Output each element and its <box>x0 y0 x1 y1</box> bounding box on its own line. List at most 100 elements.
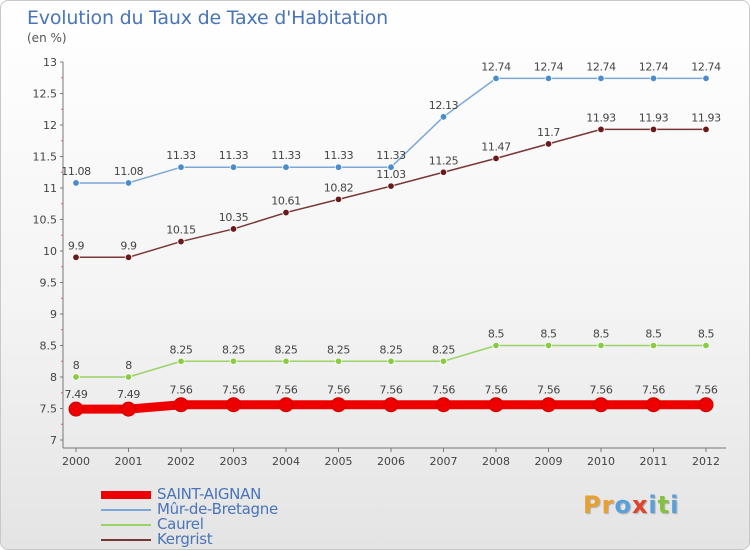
data-point <box>439 113 448 121</box>
proxiti-logo: Proxiti <box>583 491 679 519</box>
data-label: 7.56 <box>537 384 560 397</box>
data-label: 7.56 <box>695 384 718 397</box>
data-point <box>439 168 448 176</box>
data-label: 8.5 <box>540 328 557 341</box>
data-point <box>229 225 238 233</box>
y-tick-label: 8 <box>50 371 57 384</box>
data-point <box>488 397 504 413</box>
y-tick-label: 8.5 <box>40 340 58 353</box>
data-label: 9.9 <box>68 239 85 252</box>
data-point <box>492 74 500 83</box>
y-tick-label: 11.5 <box>33 151 58 164</box>
data-label: 7.56 <box>275 384 298 397</box>
data-point <box>177 237 185 246</box>
x-tick-label: 2007 <box>430 455 458 468</box>
data-label: 12.74 <box>534 60 564 73</box>
legend-label: Caurel <box>157 515 204 533</box>
data-label: 8.25 <box>275 343 298 356</box>
data-point <box>124 373 133 381</box>
data-label: 10.61 <box>271 195 301 208</box>
legend-item: Kergrist <box>101 532 278 547</box>
data-label: 12.74 <box>691 60 721 73</box>
data-label: 11.08 <box>61 165 91 178</box>
legend-item: Caurel <box>101 517 278 532</box>
data-point <box>173 397 189 413</box>
data-label: 7.56 <box>590 384 613 397</box>
data-point <box>121 401 136 417</box>
data-point <box>334 357 343 365</box>
data-label: 10.82 <box>324 181 354 194</box>
data-point <box>72 373 80 381</box>
y-tick-label: 10 <box>43 245 57 258</box>
data-point <box>68 401 84 417</box>
data-label: 8.5 <box>698 328 715 341</box>
legend-swatch <box>101 490 151 499</box>
data-point <box>331 397 346 413</box>
data-label: 7.56 <box>170 384 193 397</box>
data-point <box>383 397 399 413</box>
data-point <box>597 125 605 134</box>
data-point <box>649 341 658 350</box>
x-tick-label: 2004 <box>272 455 300 468</box>
data-label: 11.08 <box>114 165 144 178</box>
y-tick-label: 7 <box>50 434 57 447</box>
data-label: 7.56 <box>485 384 508 397</box>
data-point <box>387 357 395 365</box>
y-tick-label: 12 <box>43 119 57 132</box>
x-tick-label: 2011 <box>640 455 668 468</box>
x-tick-label: 2005 <box>325 455 353 468</box>
data-label: 11.47 <box>481 140 511 153</box>
y-tick-label: 13 <box>43 56 57 69</box>
data-point <box>593 397 609 413</box>
y-axis-unit: (en %) <box>27 31 67 45</box>
y-tick-label: 9 <box>50 308 57 321</box>
x-tick-label: 2008 <box>482 455 510 468</box>
data-point <box>544 341 553 350</box>
data-point <box>597 341 605 350</box>
data-point <box>334 163 343 171</box>
legend-label: Kergrist <box>157 530 213 548</box>
y-tick-label: 10.5 <box>33 214 58 227</box>
data-label: 7.56 <box>222 384 245 397</box>
chart-title: Evolution du Taux de Taxe d'Habitation <box>27 7 388 29</box>
legend-item: SAINT-AIGNAN <box>101 487 278 502</box>
data-label: 11.33 <box>166 149 196 162</box>
data-label: 8.25 <box>380 343 403 356</box>
data-point <box>177 357 185 365</box>
data-point <box>698 397 714 413</box>
data-point <box>334 195 343 204</box>
data-point <box>597 74 605 83</box>
x-tick-label: 2000 <box>62 455 90 468</box>
data-label: 12.13 <box>429 99 459 112</box>
data-label: 12.74 <box>639 60 669 73</box>
data-label: 12.74 <box>586 60 616 73</box>
legend-item: Mûr-de-Bretagne <box>101 502 278 517</box>
data-label: 7.56 <box>380 384 403 397</box>
data-label: 8.25 <box>222 343 245 356</box>
data-label: 7.56 <box>642 384 665 397</box>
data-point <box>544 74 553 83</box>
logo-letter: r <box>601 491 615 519</box>
data-label: 7.56 <box>327 384 350 397</box>
data-point <box>702 125 710 134</box>
data-label: 11.93 <box>586 111 616 124</box>
logo-letter: o <box>614 491 632 519</box>
x-tick-label: 2003 <box>220 455 248 468</box>
data-label: 10.15 <box>166 224 196 237</box>
data-label: 7.49 <box>65 388 88 401</box>
logo-letter: i <box>648 491 658 519</box>
data-label: 11.33 <box>219 149 249 162</box>
data-label: 7.56 <box>432 384 455 397</box>
data-label: 11.25 <box>429 154 459 167</box>
data-label: 11.03 <box>376 168 406 181</box>
data-label: 11.7 <box>537 126 560 139</box>
data-point <box>492 341 500 350</box>
data-point <box>387 163 395 171</box>
data-label: 11.33 <box>376 149 406 162</box>
data-label: 8.5 <box>488 328 505 341</box>
legend-label: SAINT-AIGNAN <box>157 485 261 503</box>
x-tick-label: 2009 <box>535 455 563 468</box>
data-label: 8 <box>125 359 132 372</box>
